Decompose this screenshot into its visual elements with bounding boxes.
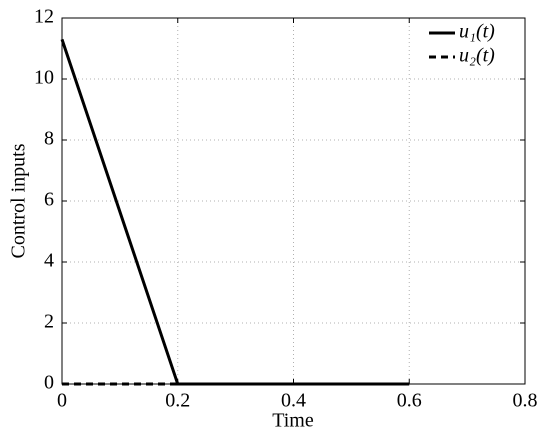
y-tick-label: 0 — [44, 372, 54, 394]
y-tick-label: 8 — [44, 128, 54, 150]
legend-label: u₂(t) — [459, 45, 495, 67]
y-tick-label: 12 — [34, 6, 54, 28]
y-tick-label: 4 — [44, 250, 54, 272]
legend-box — [423, 20, 523, 72]
y-tick-label: 2 — [44, 311, 54, 333]
y-tick-label: 10 — [34, 67, 54, 89]
y-axis-label: Control inputs — [8, 143, 30, 258]
plot-area — [62, 18, 525, 384]
legend-label: u₁(t) — [459, 21, 495, 43]
x-tick-label: 0.4 — [281, 390, 306, 412]
x-tick-label: 0 — [57, 390, 67, 412]
x-tick-label: 0.6 — [397, 390, 422, 412]
y-tick-label: 6 — [44, 189, 54, 211]
x-axis-label: Time — [272, 410, 314, 432]
x-tick-label: 0.8 — [513, 390, 538, 412]
x-tick-label: 0.2 — [165, 390, 190, 412]
